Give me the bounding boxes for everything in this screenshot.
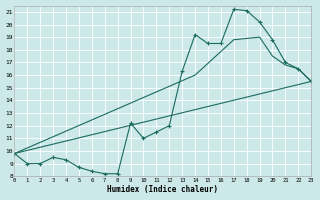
X-axis label: Humidex (Indice chaleur): Humidex (Indice chaleur): [107, 185, 218, 194]
